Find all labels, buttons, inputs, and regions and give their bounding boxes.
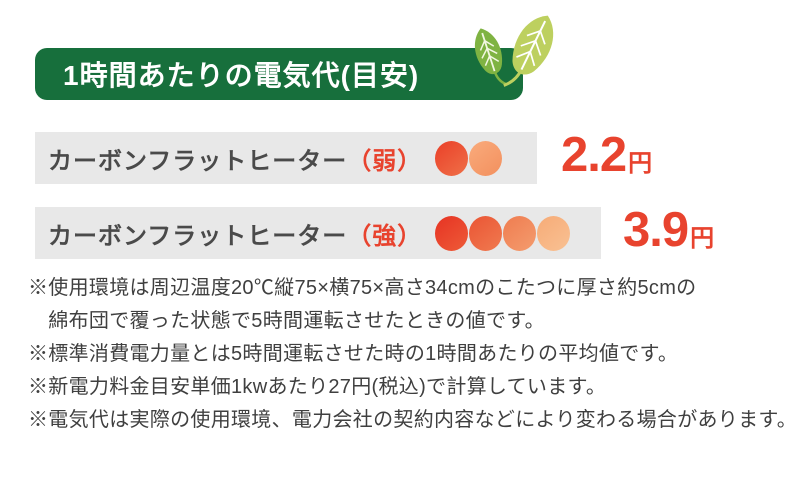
footnote-line-1: ※使用環境は周辺温度20℃縦75×横75×高さ34cmのこたつに厚さ約5cmの	[28, 277, 697, 299]
heat-level-dot	[469, 215, 503, 251]
footnote-line-5: ※電気代は実際の使用環境、電力会社の契約内容などにより変わる場合があります。	[28, 409, 797, 431]
price-high: 3.9 円	[623, 206, 714, 255]
leaf-icon	[474, 15, 554, 87]
heat-level-dot	[503, 215, 537, 251]
heat-level-dot	[435, 215, 469, 251]
footnote-line-4: ※新電力料金目安単価1kwあたり27円(税込)で計算しています。	[28, 376, 607, 398]
heat-level-dot	[537, 215, 571, 251]
price-high-value: 3.9	[623, 203, 689, 257]
heat-level-dot	[435, 140, 469, 176]
page-title: 1時間あたりの電気代(目安)	[63, 60, 420, 91]
heater-row-high: カーボンフラットヒーター （強）	[35, 207, 601, 259]
footnotes: ※使用環境は周辺温度20℃縦75×横75×高さ34cmのこたつに厚さ約5cmの …	[28, 272, 797, 437]
leaves-decoration	[448, 8, 568, 111]
heater-mode-low: （弱）	[347, 147, 423, 175]
heater-label-high: カーボンフラットヒーター	[48, 222, 348, 250]
footnote-line-2: 綿布団で覆った状態で5時間運転させたときの値です。	[28, 310, 545, 332]
price-low: 2.2 円	[561, 131, 652, 180]
heater-row-low: カーボンフラットヒーター （弱）	[35, 132, 537, 184]
heat-level-dots-high	[435, 215, 571, 251]
price-high-unit: 円	[690, 225, 715, 252]
heater-mode-high: （強）	[347, 222, 423, 250]
footnote-line-3: ※標準消費電力量とは5時間運転させた時の1時間あたりの平均値です。	[28, 343, 679, 365]
heat-level-dots-low	[435, 140, 503, 176]
price-low-unit: 円	[628, 150, 653, 177]
price-low-value: 2.2	[561, 128, 627, 182]
heat-level-dot	[469, 140, 503, 176]
header-banner: 1時間あたりの電気代(目安)	[35, 48, 523, 100]
heater-label-low: カーボンフラットヒーター	[48, 147, 348, 175]
